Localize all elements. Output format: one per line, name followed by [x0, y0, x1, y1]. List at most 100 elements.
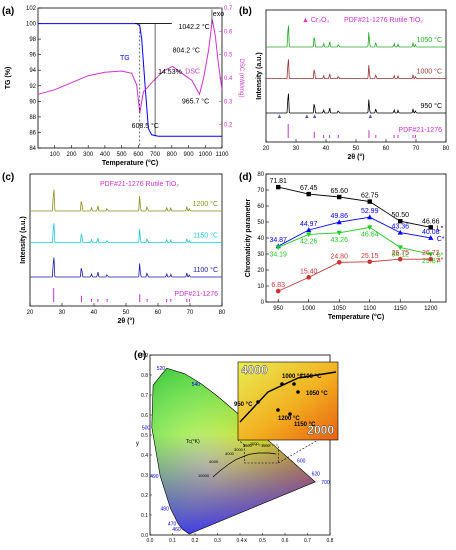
wavelength-label: 500	[142, 425, 151, 431]
y-tick-label: 84	[29, 146, 36, 152]
cct-tick-label: 1500	[261, 443, 271, 448]
y2-tick-label: 0.2	[224, 123, 233, 129]
x-tick-label: 30	[59, 310, 66, 316]
inset-point	[296, 390, 300, 394]
series-label: 1150 °C	[193, 232, 218, 240]
data-point	[367, 225, 373, 231]
x-tick-label: 60	[383, 146, 390, 152]
x-tick-label: 400	[100, 152, 111, 158]
xrd-pattern-1050C	[266, 25, 446, 48]
data-label: 43.26	[330, 237, 348, 244]
series-label: 1100 °C	[193, 266, 218, 274]
data-label: 24.80	[330, 253, 348, 260]
wavelength-label: 620	[312, 471, 321, 477]
data-point	[306, 232, 312, 238]
data-label: 43.36	[391, 224, 409, 231]
x-axis-label: 2θ (°)	[117, 317, 134, 325]
data-label: 44.97	[300, 221, 318, 228]
cr2o3-marker: ▲	[304, 114, 310, 120]
cie-overlay-blue	[151, 367, 316, 535]
y-tick-label: 86	[29, 130, 36, 136]
xrd-pattern-1150C	[30, 223, 222, 244]
y-tick-label: 94	[29, 68, 36, 74]
data-label: 52.99	[361, 208, 379, 215]
series-label: 1050 °C	[417, 36, 442, 44]
y2-tick-label: 0.5	[224, 53, 233, 59]
peak-608-label: 608.5 °C	[132, 122, 159, 130]
data-point	[306, 275, 312, 280]
x-tick-label: 0.0	[147, 538, 154, 544]
y-axis-label: TG (%)	[5, 67, 12, 90]
data-label: 46.66	[422, 218, 440, 225]
zoom-connector	[237, 439, 245, 446]
cct-tick-label: 3000	[234, 447, 244, 452]
inset-point	[292, 382, 296, 386]
data-label: 25.15	[361, 253, 379, 260]
y-tick-label: 0.9	[141, 353, 148, 359]
x-tick-label: 40	[323, 146, 330, 152]
data-point	[367, 199, 372, 204]
data-label: 29.87	[422, 258, 440, 265]
y-tick-label: 88	[29, 115, 36, 121]
data-point	[397, 256, 403, 262]
y-tick-label: 60	[257, 204, 264, 210]
x-tick-label: 500	[117, 152, 128, 158]
x-tick-label: 1050	[333, 306, 347, 312]
x-tick-label: 40	[91, 310, 98, 316]
x-tick-label: 1150	[394, 306, 408, 312]
x-tick-label: 80	[219, 310, 226, 316]
series-line-C*	[277, 216, 431, 247]
y-axis-label: Intensity (a.u.)	[256, 52, 263, 99]
data-label: 67.45	[300, 185, 318, 192]
dsc-name: DSC	[185, 68, 200, 75]
x-axis-label: x	[244, 538, 247, 544]
panel-label-d: (d)	[239, 172, 252, 183]
data-point	[275, 245, 281, 251]
panel-c-frame	[29, 173, 223, 307]
pdf-label: PDF#21-1276	[398, 127, 442, 134]
inset-point-label: 1200 °C	[278, 416, 300, 422]
data-label: 40.08	[422, 229, 440, 236]
zoom-box	[244, 444, 279, 464]
tg-loss-label: 14.53%	[158, 69, 182, 76]
wavelength-label: 700	[321, 480, 330, 486]
x-tick-label: 900	[184, 152, 195, 158]
y-axis-label: Intensity (a.u.)	[20, 216, 27, 263]
x-tick-label: 200	[66, 152, 77, 158]
data-point	[275, 288, 281, 294]
cct-tick-label: 2000	[250, 441, 260, 446]
peak-804-label: 804.2 °C	[173, 46, 200, 54]
data-point	[336, 230, 342, 236]
data-label: 62.75	[361, 193, 379, 200]
data-point	[428, 235, 434, 240]
panel-b-frame	[265, 9, 447, 143]
x-tick-label: 1100	[216, 152, 230, 158]
cct-tick-label: 2500	[243, 443, 253, 448]
data-point	[276, 184, 281, 190]
x-tick-label: 20	[27, 310, 34, 316]
y-tick-label: 0.8	[141, 373, 148, 379]
peak-1042-label: 1042.2 °C	[179, 23, 210, 31]
x-tick-label: 0.7	[304, 538, 311, 544]
x-tick-label: 1200	[424, 306, 438, 312]
y-axis-label: y	[136, 441, 139, 447]
x-tick-label: 30	[293, 146, 300, 152]
x-tick-label: 950	[273, 306, 284, 312]
y-tick-label: 0.6	[141, 413, 148, 419]
data-label: 50.50	[391, 212, 409, 219]
x-tick-label: 0.8	[327, 538, 334, 544]
data-label: 71.81	[269, 178, 287, 185]
series-line-L*	[278, 186, 431, 228]
inset-point	[280, 382, 284, 386]
data-label: 42.26	[300, 238, 318, 245]
series-name: L*	[437, 225, 444, 232]
xrd-pattern-1100C	[30, 257, 222, 278]
inset-cct-top: 4000	[241, 363, 268, 377]
xrd-pattern-1200C	[30, 189, 222, 212]
x-tick-label: 600	[133, 152, 144, 158]
x-axis-label: 2θ (°)	[347, 153, 364, 161]
y2-tick-label: 0.3	[224, 99, 233, 105]
planckian-locus	[212, 452, 277, 478]
tg-name: TG	[120, 55, 130, 62]
cr2o3-marker: ▲	[312, 114, 318, 120]
